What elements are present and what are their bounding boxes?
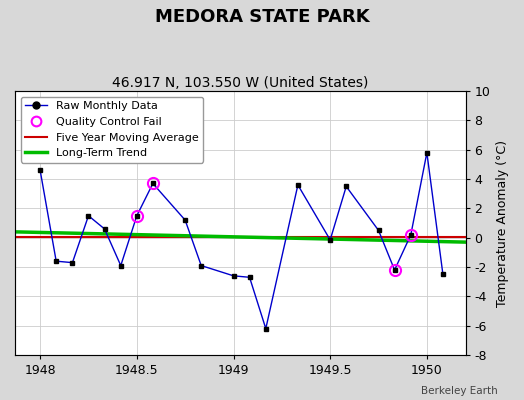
- Text: MEDORA STATE PARK: MEDORA STATE PARK: [155, 8, 369, 26]
- Legend: Raw Monthly Data, Quality Control Fail, Five Year Moving Average, Long-Term Tren: Raw Monthly Data, Quality Control Fail, …: [20, 97, 203, 163]
- Text: Berkeley Earth: Berkeley Earth: [421, 386, 498, 396]
- Title: 46.917 N, 103.550 W (United States): 46.917 N, 103.550 W (United States): [112, 76, 368, 90]
- Y-axis label: Temperature Anomaly (°C): Temperature Anomaly (°C): [496, 140, 509, 306]
